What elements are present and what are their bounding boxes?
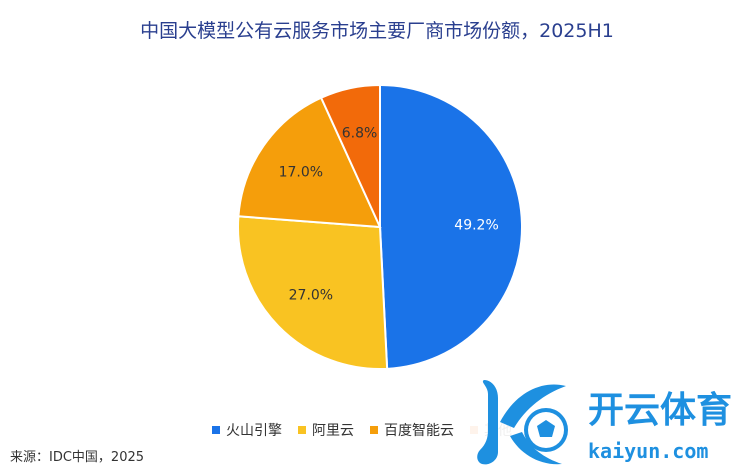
- legend-swatch-3: [370, 426, 378, 434]
- legend-label-3: 百度智能云: [384, 423, 454, 439]
- pie-data-label-1: 49.2%: [454, 218, 498, 234]
- legend-label-1: 火山引擎: [226, 423, 282, 439]
- watermark-url-text: kaiyun.com: [588, 439, 708, 463]
- pie-slice-4[interactable]: [319, 83, 381, 228]
- legend-item-2[interactable]: 阿里云: [298, 420, 354, 440]
- pie-slice-2[interactable]: [237, 215, 389, 370]
- legend-item-3[interactable]: 百度智能云: [370, 420, 454, 440]
- pie-data-label-4: 6.8%: [342, 126, 378, 142]
- pie-slice-1[interactable]: [379, 83, 524, 370]
- legend-label-2: 阿里云: [312, 423, 354, 439]
- chart-title: 中国大模型公有云服务市场主要厂商市场份额，2025H1: [140, 20, 614, 42]
- pie-slice-3[interactable]: [237, 96, 382, 229]
- pie-data-label-2: 27.0%: [289, 287, 333, 303]
- source-note: 来源：IDC中国，2025: [10, 450, 145, 465]
- pie-data-label-3: 17.0%: [279, 165, 323, 181]
- watermark-logo: 开云体育 kaiyun.com: [470, 372, 750, 472]
- watermark-brand-text: 开云体育: [588, 390, 732, 431]
- legend-swatch-1: [212, 426, 220, 434]
- legend-swatch-2: [298, 426, 306, 434]
- legend-item-1[interactable]: 火山引擎: [212, 420, 282, 440]
